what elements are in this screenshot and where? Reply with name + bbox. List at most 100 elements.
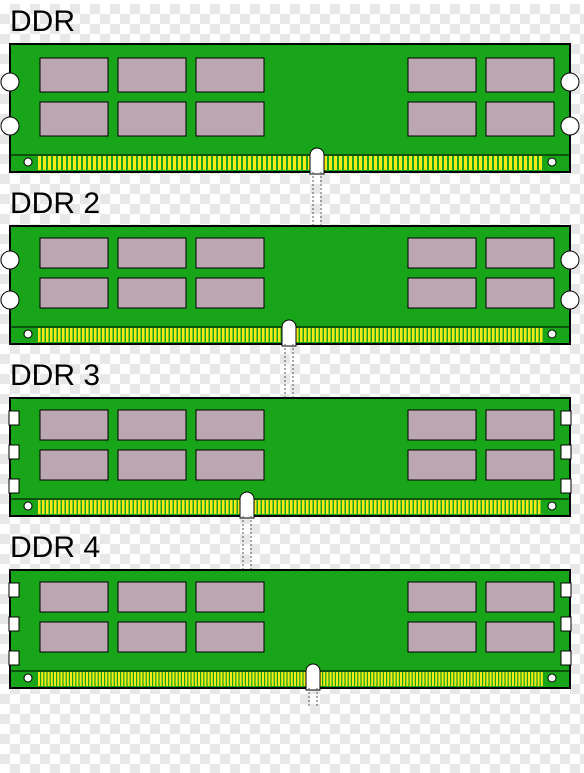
- pin: [179, 672, 181, 686]
- pin: [63, 156, 66, 170]
- pin: [499, 156, 502, 170]
- pin: [222, 500, 225, 514]
- pin: [41, 672, 43, 686]
- pin: [508, 328, 511, 342]
- pin: [451, 672, 453, 686]
- pin: [404, 328, 407, 342]
- pin: [102, 500, 105, 514]
- pin: [444, 156, 447, 170]
- pin: [262, 672, 264, 686]
- pin: [282, 500, 285, 514]
- pin: [195, 672, 197, 686]
- pin: [190, 500, 193, 514]
- pin: [349, 156, 352, 170]
- pin: [202, 328, 205, 342]
- pin: [342, 672, 344, 686]
- pin: [414, 500, 417, 514]
- pin: [263, 156, 266, 170]
- pin: [266, 500, 269, 514]
- pin: [173, 156, 176, 170]
- chip: [196, 450, 264, 480]
- pin: [498, 500, 501, 514]
- pin: [73, 156, 76, 170]
- pin: [218, 156, 221, 170]
- pin: [94, 500, 97, 514]
- pin: [506, 500, 509, 514]
- pin: [222, 328, 225, 342]
- chip: [486, 622, 554, 652]
- pin: [137, 672, 139, 686]
- side-notch: [561, 651, 571, 665]
- pin: [42, 500, 45, 514]
- pin: [402, 500, 405, 514]
- pin: [154, 328, 157, 342]
- pin: [506, 672, 508, 686]
- pin: [406, 672, 408, 686]
- pin: [422, 672, 424, 686]
- pin: [387, 672, 389, 686]
- pin: [238, 328, 241, 342]
- pin: [198, 500, 201, 514]
- screw-hole: [548, 158, 556, 166]
- pin: [206, 500, 209, 514]
- pin: [424, 328, 427, 342]
- pin: [233, 156, 236, 170]
- chip: [40, 58, 108, 92]
- pin: [461, 672, 463, 686]
- pin: [243, 156, 246, 170]
- side-notch: [561, 411, 571, 425]
- pin: [540, 328, 543, 342]
- pin: [274, 500, 277, 514]
- pin: [76, 672, 78, 686]
- pin: [486, 672, 488, 686]
- pin: [303, 156, 306, 170]
- pin: [492, 328, 495, 342]
- pin: [174, 328, 177, 342]
- side-notch: [561, 117, 579, 135]
- pin: [448, 672, 450, 686]
- chip: [118, 582, 186, 612]
- pin: [519, 156, 522, 170]
- pin: [57, 672, 59, 686]
- chip: [408, 410, 476, 440]
- pin: [450, 500, 453, 514]
- pin: [514, 500, 517, 514]
- pin: [294, 672, 296, 686]
- pin: [153, 156, 156, 170]
- pin: [400, 328, 403, 342]
- pin: [51, 672, 53, 686]
- pin: [138, 156, 141, 170]
- pin: [183, 156, 186, 170]
- pin: [339, 156, 342, 170]
- pin: [493, 672, 495, 686]
- pin: [342, 500, 345, 514]
- pin: [499, 672, 501, 686]
- pin: [242, 328, 245, 342]
- pin: [288, 672, 290, 686]
- pin: [449, 156, 452, 170]
- pin: [532, 328, 535, 342]
- pin: [162, 328, 165, 342]
- pin: [460, 328, 463, 342]
- pin: [186, 328, 189, 342]
- pin: [410, 500, 413, 514]
- pin: [254, 328, 257, 342]
- pin: [258, 500, 261, 514]
- screw-hole: [548, 674, 556, 682]
- side-notch: [9, 479, 19, 493]
- pin: [329, 156, 332, 170]
- pin: [454, 672, 456, 686]
- pin: [118, 500, 121, 514]
- chip: [196, 582, 264, 612]
- pin: [483, 672, 485, 686]
- pin: [388, 328, 391, 342]
- pin: [118, 672, 120, 686]
- pin: [46, 500, 49, 514]
- pin: [198, 328, 201, 342]
- chip: [196, 622, 264, 652]
- pin: [514, 156, 517, 170]
- pin: [44, 672, 46, 686]
- pin: [398, 500, 401, 514]
- pin: [89, 672, 91, 686]
- pin: [541, 672, 543, 686]
